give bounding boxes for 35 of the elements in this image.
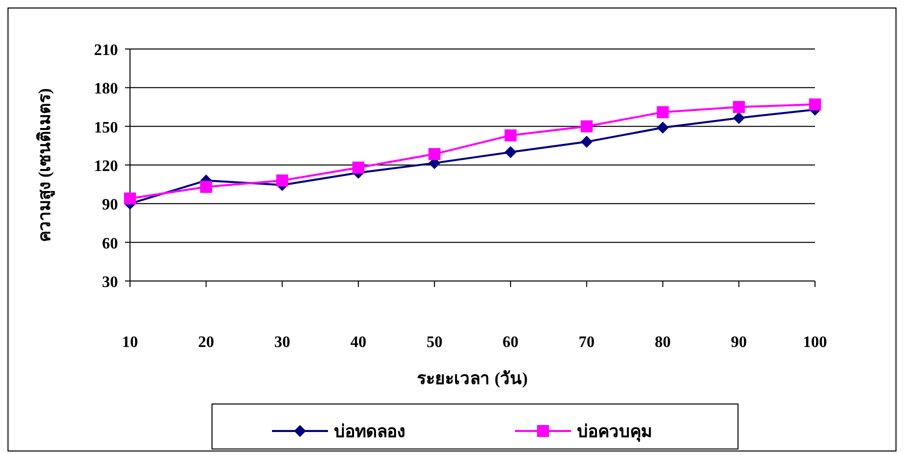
legend-label: บ่อควบคุม: [577, 422, 652, 442]
y-tick-label: 180: [94, 80, 118, 98]
x-tick-label: 50: [426, 334, 442, 351]
point: [124, 192, 136, 205]
point: [656, 106, 669, 118]
x-tick-label: 40: [350, 334, 366, 351]
point: [809, 98, 821, 110]
point: [656, 122, 669, 134]
point: [352, 162, 364, 174]
y-tick-label: 90: [102, 196, 118, 214]
point: [732, 112, 745, 124]
x-tick-label: 80: [654, 334, 671, 351]
x-tick-label: 60: [502, 334, 519, 351]
x-axis-title: ระยะเวลา (วัน): [417, 369, 528, 388]
y-axis-title: ความสูง (เซนติเมตร): [35, 88, 56, 242]
point: [504, 129, 517, 142]
y-tick-label: 210: [94, 42, 118, 59]
x-tick-label: 70: [578, 334, 595, 351]
legend-label: บ่อทดลอง: [334, 422, 405, 441]
x-tick-label: 90: [730, 334, 747, 351]
point: [504, 146, 517, 158]
x-tick-label: 20: [198, 334, 214, 351]
point: [276, 174, 288, 186]
point: [580, 136, 593, 148]
x-tick-label: 100: [803, 334, 827, 351]
point: [428, 148, 440, 160]
x-tick-label: 10: [122, 334, 138, 351]
y-tick-label: 120: [94, 158, 118, 175]
y-tick-label: 30: [102, 274, 118, 291]
x-tick-label: 30: [274, 334, 290, 351]
point: [732, 101, 745, 113]
y-tick-label: 150: [94, 119, 118, 136]
point: [580, 120, 593, 132]
y-tick-label: 60: [102, 235, 118, 252]
point: [200, 180, 212, 193]
